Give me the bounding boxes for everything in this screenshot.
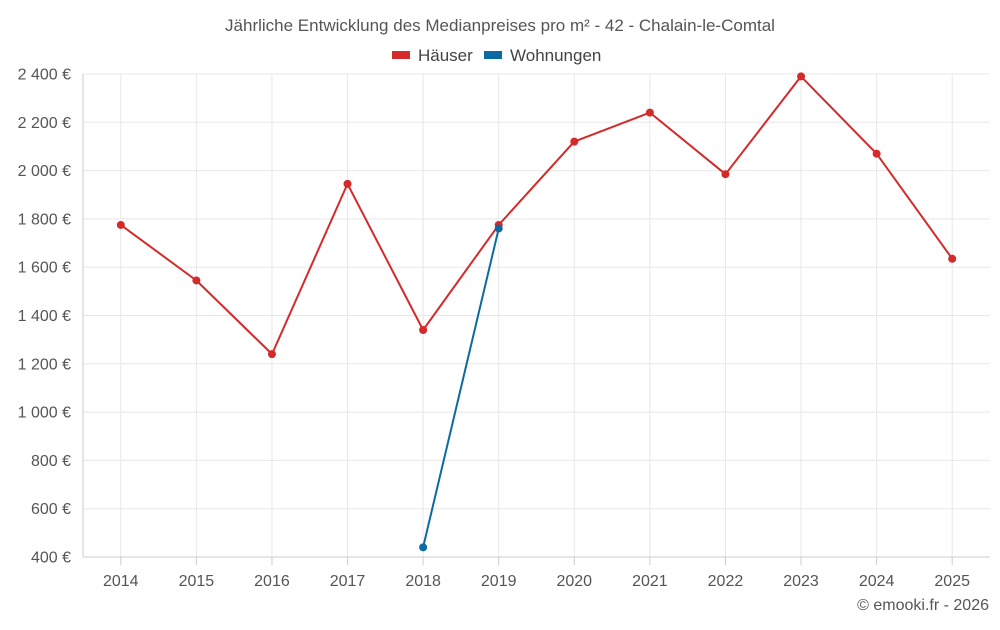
- x-tick-label: 2023: [783, 573, 819, 590]
- y-tick-label: 2 200 €: [18, 115, 71, 132]
- data-point-haeuser: [192, 276, 201, 285]
- x-tick-label: 2019: [481, 573, 517, 590]
- y-tick-label: 1 000 €: [18, 405, 71, 422]
- data-point-wohnungen: [419, 543, 428, 552]
- data-point-haeuser: [797, 72, 806, 81]
- legend-swatch-wohnungen: [484, 51, 502, 59]
- legend: Häuser Wohnungen: [392, 46, 601, 65]
- x-tick-label: 2020: [556, 573, 592, 590]
- y-axis: 2 400 € 2 200 € 2 000 € 1 800 € 1 600 € 1 400…: [18, 67, 84, 567]
- series-layer: [116, 72, 957, 552]
- x-tick-label: 2021: [632, 573, 668, 590]
- data-point-haeuser: [267, 350, 276, 359]
- legend-label-haeuser: Häuser: [418, 46, 473, 65]
- legend-swatch-haeuser: [392, 51, 410, 59]
- x-tick-label: 2018: [405, 573, 441, 590]
- y-tick-label: 1 600 €: [18, 260, 71, 277]
- x-tick-label: 2024: [859, 573, 895, 590]
- data-point-haeuser: [570, 137, 579, 146]
- legend-label-wohnungen: Wohnungen: [510, 46, 601, 65]
- y-tick-label: 400 €: [31, 550, 71, 567]
- x-axis: 2014 2015 2016 2017 2018 2019 2020 2021 2022 2023…: [83, 556, 990, 590]
- data-point-haeuser: [948, 254, 957, 263]
- y-tick-label: 2 000 €: [18, 163, 71, 180]
- y-tick-label: 1 800 €: [18, 211, 71, 228]
- data-point-haeuser: [343, 179, 352, 188]
- x-tick-label: 2014: [103, 573, 139, 590]
- grid: [83, 73, 990, 558]
- y-tick-label: 1 400 €: [18, 308, 71, 325]
- x-tick-label: 2017: [330, 573, 366, 590]
- x-tick-label: 2016: [254, 573, 290, 590]
- series-line-wohnungen: [422, 228, 500, 548]
- x-tick-label: 2015: [179, 573, 215, 590]
- data-point-haeuser: [872, 149, 881, 158]
- data-point-haeuser: [645, 108, 654, 117]
- series-line-haeuser: [120, 75, 954, 356]
- data-point-haeuser: [116, 220, 125, 229]
- y-tick-label: 600 €: [31, 501, 71, 518]
- chart-title: Jährliche Entwicklung des Medianpreises …: [225, 16, 775, 35]
- x-tick-label: 2025: [934, 573, 970, 590]
- x-tick-label: 2022: [708, 573, 744, 590]
- y-tick-label: 2 400 €: [18, 67, 71, 84]
- y-tick-label: 1 200 €: [18, 356, 71, 373]
- data-point-haeuser: [721, 170, 730, 179]
- credit-text: © emooki.fr - 2026: [857, 597, 989, 614]
- y-tick-label: 800 €: [31, 453, 71, 470]
- data-point-wohnungen: [494, 224, 503, 233]
- data-point-haeuser: [419, 325, 428, 334]
